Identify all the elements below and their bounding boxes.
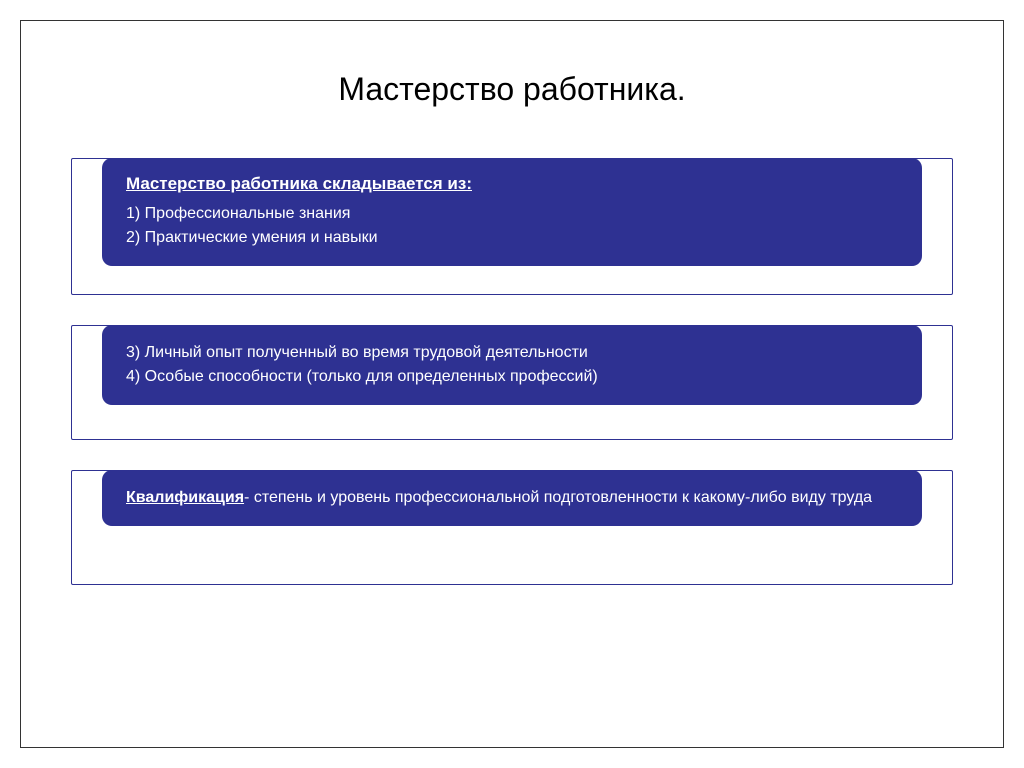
block-1-outer: Мастерство работника складывается из: 1)… [71, 158, 953, 295]
block-3-rest: - степень и уровень профессиональной под… [244, 489, 872, 506]
block-1-line-1: 1) Профессиональные знания [126, 202, 898, 226]
block-2-line-1: 3) Личный опыт полученный во время трудо… [126, 341, 898, 365]
block-3-outer: Квалификация- степень и уровень професси… [71, 470, 953, 585]
block-1-spacer [72, 266, 952, 294]
block-3-spacer [72, 526, 952, 554]
block-1: Мастерство работника складывается из: 1)… [71, 158, 953, 295]
block-1-card: Мастерство работника складывается из: 1)… [102, 158, 922, 266]
slide-title: Мастерство работника. [71, 71, 953, 108]
slide-frame: Мастерство работника. Мастерство работни… [20, 20, 1004, 748]
block-3-card: Квалификация- степень и уровень професси… [102, 470, 922, 526]
block-1-line-2: 2) Практические умения и навыки [126, 226, 898, 250]
block-2: 3) Личный опыт полученный во время трудо… [71, 325, 953, 440]
block-2-spacer [72, 405, 952, 433]
block-3-term: Квалификация [126, 489, 244, 506]
block-3-content: Квалификация- степень и уровень професси… [126, 486, 898, 510]
block-2-card: 3) Личный опыт полученный во время трудо… [102, 325, 922, 405]
block-2-outer: 3) Личный опыт полученный во время трудо… [71, 325, 953, 440]
block-2-line-2: 4) Особые способности (только для опреде… [126, 365, 898, 389]
block-3: Квалификация- степень и уровень професси… [71, 470, 953, 585]
block-1-heading: Мастерство работника складывается из: [126, 174, 898, 194]
